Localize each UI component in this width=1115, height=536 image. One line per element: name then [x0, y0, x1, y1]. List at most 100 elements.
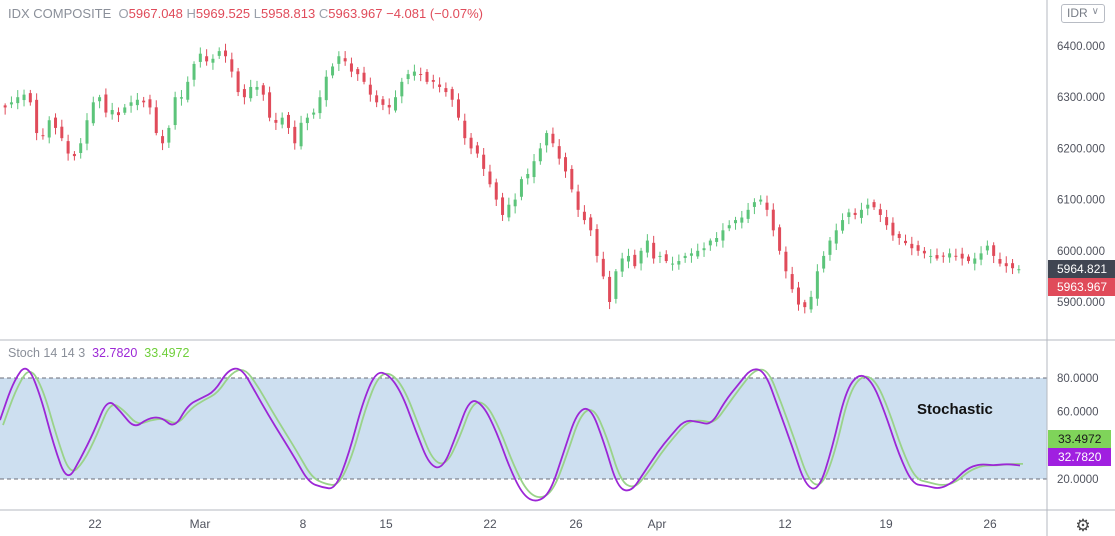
price-legend: IDX COMPOSITE O5967.048 H5969.525 L5958.… [8, 6, 483, 21]
candle [853, 208, 857, 220]
candle [557, 139, 561, 165]
candle-body [948, 253, 952, 258]
candle-body [752, 202, 756, 207]
candle [293, 120, 297, 150]
candle-body [960, 253, 964, 259]
candle [796, 281, 800, 311]
candle-body [41, 135, 45, 137]
candle-body [312, 112, 316, 115]
candle [822, 251, 826, 273]
candle [236, 67, 240, 97]
candle-body [9, 102, 13, 105]
price-tag-bg [1048, 278, 1115, 296]
candle [211, 54, 215, 70]
candle [601, 251, 605, 280]
time-tick-label: 26 [983, 517, 997, 531]
candle [960, 247, 964, 266]
price-axis[interactable]: 6400.000 6300.000 6200.000 6100.000 6000.000… [1057, 41, 1105, 309]
candle-body [992, 245, 996, 256]
candle [305, 113, 309, 131]
stoch-tag-bg [1048, 448, 1111, 466]
candle [966, 254, 970, 264]
candle-body [916, 245, 920, 251]
candle [645, 234, 649, 258]
candle [488, 164, 492, 188]
stoch-tag-bg [1048, 430, 1111, 448]
candle-body [217, 51, 221, 56]
candle-body [626, 255, 630, 262]
price-tag-text: 5964.821 [1057, 262, 1107, 276]
candle-body [135, 99, 139, 106]
candle [784, 246, 788, 279]
candle [394, 90, 398, 113]
candle-body [589, 217, 593, 231]
price-tag: 5963.967 [1048, 278, 1115, 296]
time-tick-label: 26 [569, 517, 583, 531]
candle [104, 88, 108, 118]
candle [368, 77, 372, 102]
candle-body [104, 94, 108, 113]
candle [148, 94, 152, 115]
candle [198, 47, 202, 68]
candle-body [482, 154, 486, 169]
candle-body [72, 153, 76, 157]
stochastic-annotation: Stochastic [917, 401, 993, 418]
currency-button[interactable]: IDR ∨ [1061, 4, 1105, 23]
candle-body [771, 209, 775, 231]
candle-body [841, 220, 845, 231]
candle-body [979, 253, 983, 260]
candle [494, 178, 498, 207]
candle-body [784, 251, 788, 272]
candle [406, 69, 410, 85]
candle [633, 249, 637, 269]
candle-body [582, 211, 586, 221]
stoch-d-line [2, 368, 1023, 498]
candle-body [778, 227, 782, 251]
candle [545, 130, 549, 153]
candle [922, 247, 926, 259]
gear-icon[interactable]: ⚙ [1075, 516, 1091, 535]
candle-body [161, 136, 165, 144]
candle [419, 67, 423, 82]
stoch-tag-text: 33.4972 [1058, 432, 1102, 446]
candle [885, 209, 889, 230]
candle-body [205, 56, 209, 62]
candle-body [280, 117, 284, 125]
price-tick-label: 6400.000 [1057, 41, 1105, 53]
candle-body [904, 240, 908, 244]
candle-body [620, 258, 624, 272]
stoch-k-line [0, 367, 1021, 502]
candle-body [331, 66, 335, 76]
candle [954, 248, 958, 261]
candle-body [419, 74, 423, 76]
candle [620, 252, 624, 278]
candle [734, 216, 738, 230]
candle-body [66, 141, 70, 154]
candle-body [456, 99, 460, 118]
candle [859, 202, 863, 224]
low-label: L [253, 6, 261, 21]
candle [299, 115, 303, 150]
candle-body [501, 197, 505, 215]
candle-body [614, 271, 618, 299]
candle-body [746, 209, 750, 219]
candle [242, 84, 246, 105]
candle [878, 203, 882, 223]
candle-body [727, 225, 731, 229]
stoch-indicator-name[interactable]: Stoch 14 14 3 [8, 346, 86, 360]
change-value: −4.081 (−0.07%) [386, 6, 483, 21]
candle [778, 224, 782, 255]
candle [582, 205, 586, 225]
candle-body [230, 59, 234, 72]
stoch-axis[interactable]: 80.0000 60.0000 20.0000 [1057, 373, 1099, 486]
candle-body [91, 102, 95, 124]
candle-body [349, 63, 353, 72]
time-axis[interactable]: 22 Mar 8 15 22 26 Apr 12 19 26 [88, 517, 997, 531]
candle-body [179, 97, 183, 99]
candle [639, 247, 643, 271]
candle [343, 51, 347, 66]
symbol-name[interactable]: IDX COMPOSITE [8, 6, 112, 21]
stoch-tag: 32.7820 [1048, 448, 1111, 466]
candle-body [796, 287, 800, 305]
